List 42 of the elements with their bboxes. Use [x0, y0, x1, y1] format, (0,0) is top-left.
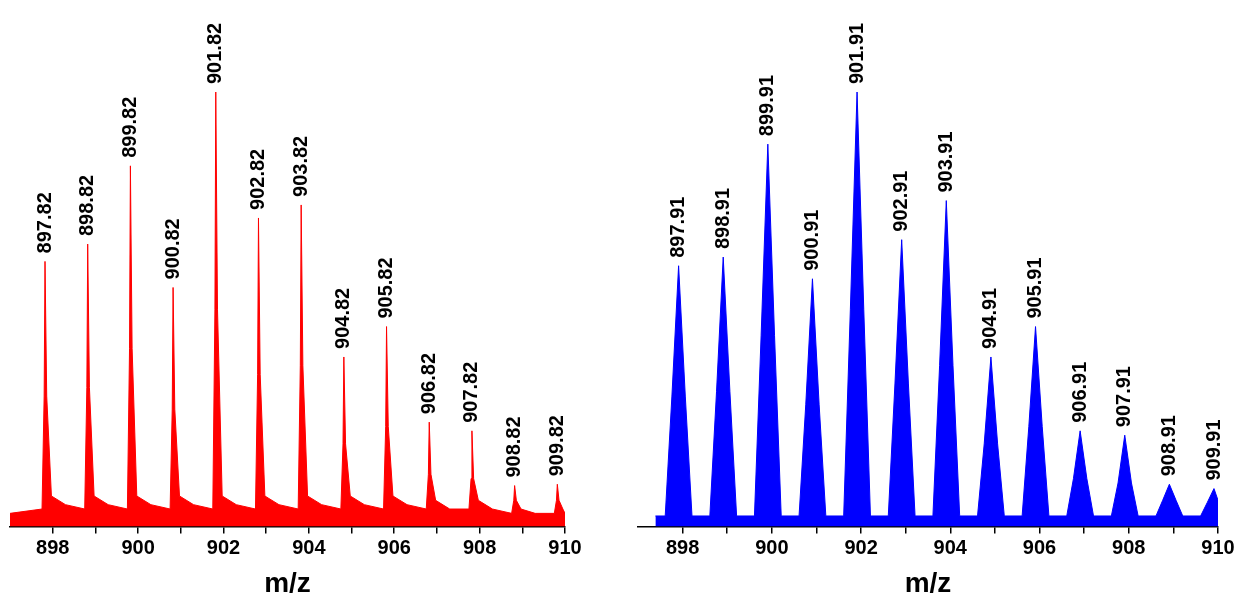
annotation: 898.91: [710, 187, 733, 250]
x-tick-label: 904: [933, 535, 968, 558]
annotation: 902.82: [245, 148, 268, 210]
x-tick-label: 902: [844, 535, 878, 558]
x-tick-label: 904: [292, 535, 327, 558]
x-tick-label: 902: [206, 535, 241, 558]
x-tick-label: 898: [36, 535, 70, 558]
annotation: 897.82: [32, 192, 55, 254]
annotation: 901.82: [203, 22, 226, 84]
x-tick-label: 898: [665, 535, 700, 558]
annotation: 904.91: [978, 287, 1001, 349]
x-tick-label: 908: [1112, 535, 1146, 558]
x-tick-label: 908: [462, 535, 497, 558]
x-tick-label: 910: [548, 535, 582, 558]
annotation: 908.82: [502, 416, 525, 478]
annotation: 905.91: [1023, 257, 1046, 319]
x-tick-label: 910: [1201, 535, 1235, 558]
x-axis-title: m/z: [904, 566, 952, 598]
annotation: 905.82: [374, 257, 397, 319]
annotation: 906.82: [416, 352, 439, 415]
annotation: 909.82: [544, 415, 567, 477]
annotation: 903.91: [933, 131, 956, 193]
x-tick-label: 900: [121, 535, 155, 558]
x-axis-title: m/z: [264, 566, 311, 598]
annotation: 903.82: [288, 135, 311, 197]
annotation: 902.91: [889, 170, 912, 232]
annotation: 906.91: [1067, 361, 1090, 423]
annotation: 907.82: [459, 361, 482, 423]
x-tick-label: 906: [1022, 535, 1057, 558]
x-tick-label: 900: [755, 535, 789, 558]
annotation: 898.82: [75, 174, 98, 237]
x-tick-label: 906: [377, 535, 411, 558]
annotation: 909.91: [1201, 419, 1224, 481]
annotation: 897.91: [666, 196, 689, 258]
annotation: 899.91: [755, 74, 778, 137]
annotation: 899.82: [117, 96, 140, 158]
annotation: 908.91: [1156, 415, 1179, 477]
annotation: 901.91: [844, 22, 867, 84]
annotation: 900.91: [799, 209, 822, 271]
annotation: 904.82: [331, 287, 354, 349]
annotation: 907.91: [1112, 366, 1135, 428]
annotation: 900.82: [160, 218, 183, 280]
